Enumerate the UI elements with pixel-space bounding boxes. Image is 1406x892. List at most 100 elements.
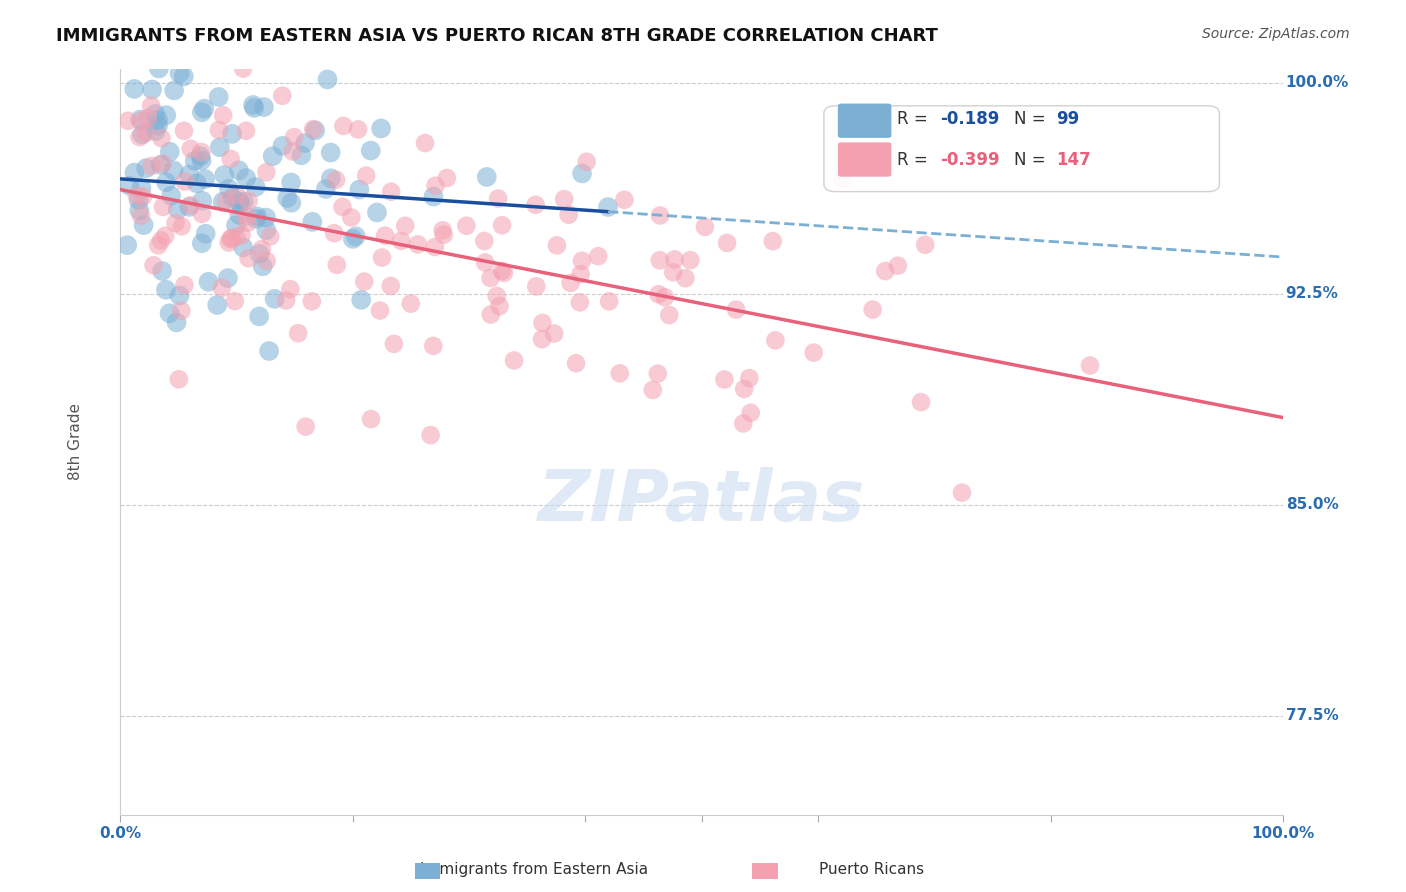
Point	[128, 130, 150, 145]
Point	[259, 229, 281, 244]
Point	[162, 163, 184, 178]
Point	[212, 168, 235, 182]
Point	[342, 232, 364, 246]
Point	[191, 105, 214, 120]
Point	[399, 296, 422, 310]
Point	[413, 136, 436, 150]
Point	[371, 251, 394, 265]
Point	[257, 344, 280, 359]
Point	[673, 271, 696, 285]
Point	[250, 242, 273, 256]
Point	[173, 70, 195, 84]
Point	[225, 230, 247, 244]
Point	[143, 107, 166, 121]
Point	[425, 178, 447, 193]
Point	[479, 308, 502, 322]
Point	[316, 72, 339, 87]
Point	[654, 290, 676, 304]
Text: Immigrants from Eastern Asia: Immigrants from Eastern Asia	[420, 863, 648, 877]
Text: -0.189: -0.189	[941, 111, 1000, 128]
Point	[503, 353, 526, 368]
Point	[543, 326, 565, 341]
Point	[332, 119, 354, 133]
Text: Puerto Ricans: Puerto Ricans	[820, 863, 924, 877]
Point	[159, 145, 181, 159]
Point	[173, 278, 195, 293]
Point	[197, 275, 219, 289]
Point	[354, 169, 377, 183]
Text: N =: N =	[1014, 111, 1050, 128]
Point	[141, 99, 163, 113]
Point	[155, 283, 177, 297]
Point	[228, 195, 250, 210]
Point	[486, 192, 509, 206]
Point	[219, 152, 242, 166]
Point	[733, 417, 755, 431]
Point	[221, 127, 243, 141]
Point	[419, 428, 441, 442]
Point	[152, 156, 174, 170]
Point	[571, 166, 593, 180]
Point	[613, 193, 636, 207]
Point	[349, 183, 371, 197]
Point	[235, 124, 257, 138]
Point	[713, 372, 735, 386]
Point	[738, 371, 761, 385]
Point	[302, 122, 325, 136]
Point	[129, 112, 152, 127]
Point	[193, 102, 215, 116]
Point	[679, 253, 702, 268]
Point	[245, 180, 267, 194]
Point	[432, 223, 454, 237]
Point	[360, 412, 382, 426]
Point	[191, 207, 214, 221]
Point	[344, 229, 367, 244]
Point	[208, 123, 231, 137]
Point	[609, 367, 631, 381]
Point	[725, 302, 748, 317]
Point	[118, 178, 141, 193]
Point	[281, 145, 304, 159]
Point	[456, 219, 478, 233]
Point	[183, 153, 205, 168]
FancyBboxPatch shape	[838, 143, 891, 177]
Text: 92.5%: 92.5%	[1285, 286, 1339, 301]
Text: 147: 147	[1056, 151, 1091, 169]
Point	[247, 310, 270, 324]
Point	[914, 237, 936, 252]
Point	[662, 265, 685, 279]
Point	[128, 203, 150, 218]
Point	[132, 218, 155, 232]
Point	[586, 249, 609, 263]
Point	[115, 238, 138, 252]
Point	[254, 211, 277, 225]
Point	[492, 266, 515, 280]
Point	[167, 372, 190, 386]
Point	[762, 234, 785, 248]
Point	[180, 142, 202, 156]
Point	[117, 113, 139, 128]
Point	[150, 264, 173, 278]
Point	[215, 194, 238, 209]
Point	[304, 123, 326, 137]
Point	[910, 395, 932, 409]
Point	[374, 228, 396, 243]
Point	[319, 145, 342, 160]
Point	[236, 210, 259, 224]
Point	[301, 294, 323, 309]
Point	[596, 200, 619, 214]
Point	[150, 234, 173, 248]
Point	[475, 169, 498, 184]
Point	[141, 159, 163, 173]
Point	[831, 172, 853, 186]
Point	[531, 332, 554, 346]
Point	[173, 175, 195, 189]
Point	[129, 209, 152, 223]
Point	[132, 189, 155, 203]
Point	[560, 276, 582, 290]
Point	[485, 289, 508, 303]
Point	[128, 193, 150, 207]
Point	[488, 299, 510, 313]
Point	[433, 227, 456, 242]
Point	[546, 238, 568, 252]
